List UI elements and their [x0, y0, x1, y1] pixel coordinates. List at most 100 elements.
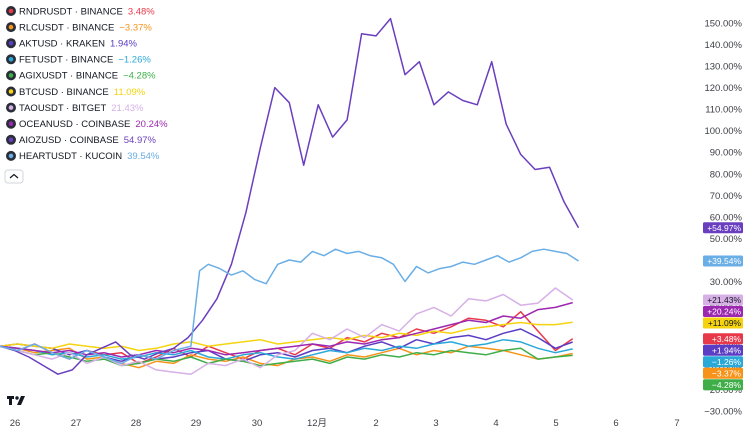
badge-bg-9 [703, 255, 743, 267]
legend-series-change: 21.43% [111, 103, 144, 114]
series-line-5 [0, 321, 573, 352]
legend-series-name: AIOZUSD · COINBASE [19, 135, 119, 146]
y-tick-label-6: 30.00% [710, 277, 743, 288]
badge-bg-3 [703, 356, 743, 368]
last-value-badges: +54.97% +39.54% +21.43% +20.24%+11.09% +3.48… [703, 222, 743, 391]
legend-series-change: 54.97% [124, 135, 157, 146]
y-tick-label-16: 130.00% [704, 62, 742, 73]
badge-label-3: −1.26% [712, 357, 742, 367]
legend-series-name: FETUSDT · BINANCE [19, 55, 113, 66]
x-tick-label-6: 2 [373, 418, 378, 429]
legend-series-change: 39.54% [127, 151, 160, 162]
y-tick-label-11: 80.00% [710, 169, 743, 180]
x-tick-label-1: 27 [71, 418, 82, 429]
legend-series-change: 1.94% [110, 39, 137, 50]
series-line-9 [0, 248, 579, 365]
legend-series-name: OCEANUSD · COINBASE [19, 119, 130, 130]
legend-symbol-dot-0 [8, 8, 14, 14]
y-tick-label-15: 120.00% [704, 83, 742, 94]
legend-symbol-dot-7 [8, 121, 14, 126]
y-tick-label-12: 90.00% [710, 148, 743, 159]
legend-item-6[interactable]: TAOUSDT · BITGET 21.43% [19, 103, 144, 114]
series-layer [0, 17, 580, 375]
x-tick-label-9: 5 [553, 418, 558, 429]
badge-bg-1 [703, 367, 743, 379]
badge-bg-8 [703, 222, 743, 234]
x-tick-label-11: 7 [674, 418, 679, 429]
legend-series-name: AKTUSD · KRAKEN [19, 39, 105, 50]
legend-item-8[interactable]: AIOZUSD · COINBASE 54.97% [19, 135, 157, 146]
legend-symbol-dot-9 [8, 153, 14, 159]
legend-item-1[interactable]: RLCUSDT · BINANCE −3.37% [19, 22, 152, 33]
legend-series-name: TAOUSDT · BITGET [19, 103, 106, 114]
legend-symbol-dot-1 [8, 24, 14, 30]
badge-label-5: +11.09% [708, 318, 742, 328]
badge-label-7: +20.24% [707, 307, 741, 317]
x-tick-label-4: 30 [252, 418, 263, 429]
y-tick-label-1: −20.00% [704, 385, 742, 396]
series-line-6 [0, 287, 574, 375]
y-tick-label-9: 60.00% [710, 212, 743, 223]
legend-item-3[interactable]: FETUSDT · BINANCE −1.26% [19, 55, 151, 66]
legend-series-name: RLCUSDT · BINANCE [19, 22, 114, 33]
badge-bg-0 [703, 333, 743, 345]
legend-symbol-dot-5 [8, 89, 14, 94]
badge-label-2: +1.94% [712, 345, 742, 355]
x-tick-label-5: 12月 [307, 418, 327, 429]
legend-series-change: 3.48% [128, 6, 155, 17]
legend-symbol-dot-3 [8, 57, 14, 62]
x-tick-label-7: 3 [433, 418, 438, 429]
badge-label-1: −3.37% [712, 368, 742, 378]
legend-series-change: −1.26% [118, 55, 151, 66]
badge-label-6: +21.43% [707, 295, 741, 305]
badge-label-8: +54.97% [707, 223, 741, 233]
series-line-8 [0, 17, 580, 375]
chevron-up-icon [9, 173, 19, 179]
legend-series-name: BTCUSD · BINANCE [19, 87, 109, 98]
tradingview-logo-icon [7, 396, 25, 405]
legend-symbol-dot-8 [8, 137, 14, 143]
legend-item-2[interactable]: AKTUSD · KRAKEN 1.94% [19, 39, 138, 50]
legend-series-name: RNDRUSDT · BINANCE [19, 6, 123, 17]
legend-item-9[interactable]: HEARTUSDT · KUCOIN 39.54% [19, 151, 160, 162]
legend-item-7[interactable]: OCEANUSD · COINBASE 20.24% [19, 119, 168, 130]
badge-label-4: −4.28% [712, 380, 742, 390]
badge-bg-7 [703, 306, 743, 317]
legend-symbol-dot-2 [8, 40, 14, 46]
legend-series-change: 20.24% [135, 119, 168, 130]
legend-collapse-button[interactable] [4, 169, 24, 184]
x-tick-label-3: 29 [191, 418, 202, 429]
y-tick-label-18: 150.00% [704, 18, 742, 29]
badge-bg-6 [703, 294, 743, 306]
x-tick-label-0: 26 [10, 418, 21, 429]
x-axis: 26 27 28 29 30 12月 2 3 4 5 6 7 [10, 418, 680, 429]
legend-item-0[interactable]: RNDRUSDT · BINANCE 3.48% [19, 6, 155, 17]
badge-label-0: +3.48% [712, 334, 742, 344]
x-tick-label-2: 28 [131, 418, 142, 429]
legend: RNDRUSDT · BINANCE 3.48% RLCUSDT · BINANCE… [4, 6, 168, 184]
legend-item-4[interactable]: AGIXUSDT · BINANCE −4.28% [19, 71, 156, 82]
badge-bg-4 [703, 379, 743, 391]
y-tick-label-17: 140.00% [704, 40, 742, 51]
y-tick-label-10: 70.00% [710, 191, 743, 202]
x-tick-label-8: 4 [493, 418, 498, 429]
y-tick-label-13: 100.00% [704, 126, 742, 137]
legend-symbol-dot-4 [8, 73, 14, 78]
legend-symbol-dot-6 [8, 105, 14, 110]
x-tick-label-10: 6 [613, 418, 618, 429]
badge-label-9: +39.54% [707, 256, 741, 266]
badge-bg-2 [703, 344, 743, 356]
legend-item-5[interactable]: BTCUSD · BINANCE 11.09% [19, 87, 146, 98]
badge-bg-5 [703, 317, 743, 329]
series-line-3 [0, 338, 573, 360]
legend-series-change: −4.28% [123, 71, 156, 82]
y-tick-label-0: −30.00% [704, 406, 742, 417]
legend-series-name: AGIXUSDT · BINANCE [19, 71, 118, 82]
legend-series-change: −3.37% [119, 22, 152, 33]
y-tick-label-14: 110.00% [705, 105, 742, 116]
series-line-0 [0, 310, 574, 365]
legend-series-change: 11.09% [114, 87, 146, 98]
y-tick-label-8: 50.00% [710, 234, 743, 245]
